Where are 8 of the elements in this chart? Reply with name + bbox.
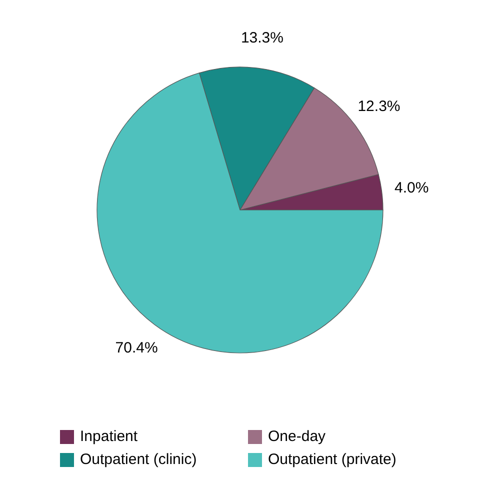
- data-label: 12.3%: [358, 98, 400, 115]
- data-label: 70.4%: [115, 340, 158, 357]
- legend-label: Outpatient (clinic): [80, 450, 197, 468]
- legend-label: Outpatient (private): [268, 450, 396, 468]
- legend-label: One-day: [268, 428, 326, 445]
- data-label: 13.3%: [240, 29, 284, 46]
- data-label: 4.0%: [394, 179, 429, 196]
- legend-label: Inpatient: [80, 428, 138, 445]
